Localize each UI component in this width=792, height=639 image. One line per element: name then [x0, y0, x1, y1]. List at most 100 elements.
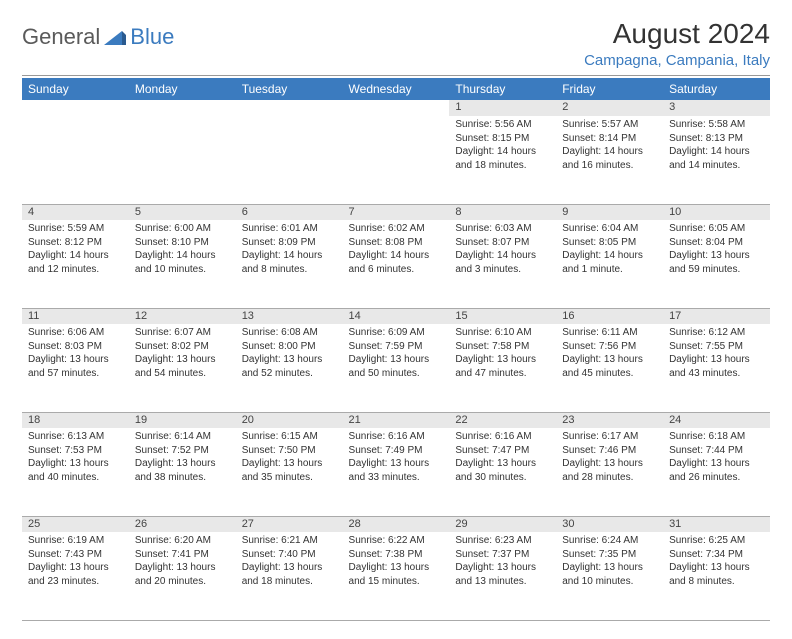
day-number-cell: 9	[556, 204, 663, 220]
weekday-header-row: Sunday Monday Tuesday Wednesday Thursday…	[22, 78, 770, 100]
weekday-header: Monday	[129, 78, 236, 100]
day-content-cell: Sunrise: 6:01 AMSunset: 8:09 PMDaylight:…	[236, 220, 343, 308]
day-number-cell: 16	[556, 308, 663, 324]
day-number-cell: 24	[663, 412, 770, 428]
day-content-cell: Sunrise: 6:05 AMSunset: 8:04 PMDaylight:…	[663, 220, 770, 308]
day-content-cell: Sunrise: 6:15 AMSunset: 7:50 PMDaylight:…	[236, 428, 343, 516]
day-content-row: Sunrise: 6:06 AMSunset: 8:03 PMDaylight:…	[22, 324, 770, 412]
day-details: Sunrise: 6:01 AMSunset: 8:09 PMDaylight:…	[236, 220, 343, 280]
day-details: Sunrise: 6:06 AMSunset: 8:03 PMDaylight:…	[22, 324, 129, 384]
day-number-cell: 30	[556, 516, 663, 532]
day-content-cell: Sunrise: 6:07 AMSunset: 8:02 PMDaylight:…	[129, 324, 236, 412]
day-content-cell: Sunrise: 6:25 AMSunset: 7:34 PMDaylight:…	[663, 532, 770, 620]
day-content-cell	[236, 116, 343, 204]
header-divider	[22, 75, 770, 76]
day-details: Sunrise: 6:09 AMSunset: 7:59 PMDaylight:…	[343, 324, 450, 384]
day-details: Sunrise: 6:23 AMSunset: 7:37 PMDaylight:…	[449, 532, 556, 592]
header: General Blue August 2024 Campagna, Campa…	[22, 18, 770, 69]
weekday-header: Saturday	[663, 78, 770, 100]
day-number-cell: 12	[129, 308, 236, 324]
logo-text-general: General	[22, 24, 100, 50]
day-content-cell: Sunrise: 6:03 AMSunset: 8:07 PMDaylight:…	[449, 220, 556, 308]
day-content-cell: Sunrise: 6:02 AMSunset: 8:08 PMDaylight:…	[343, 220, 450, 308]
day-content-cell: Sunrise: 6:10 AMSunset: 7:58 PMDaylight:…	[449, 324, 556, 412]
day-details: Sunrise: 6:11 AMSunset: 7:56 PMDaylight:…	[556, 324, 663, 384]
weekday-header: Thursday	[449, 78, 556, 100]
day-number-cell: 2	[556, 100, 663, 116]
day-number-cell: 28	[343, 516, 450, 532]
day-number-row: 18192021222324	[22, 412, 770, 428]
month-title: August 2024	[584, 18, 770, 50]
weekday-header: Wednesday	[343, 78, 450, 100]
day-content-cell: Sunrise: 6:16 AMSunset: 7:47 PMDaylight:…	[449, 428, 556, 516]
title-block: August 2024 Campagna, Campania, Italy	[584, 18, 770, 69]
day-number-cell: 15	[449, 308, 556, 324]
day-content-cell: Sunrise: 6:16 AMSunset: 7:49 PMDaylight:…	[343, 428, 450, 516]
day-content-cell: Sunrise: 6:24 AMSunset: 7:35 PMDaylight:…	[556, 532, 663, 620]
day-content-cell: Sunrise: 6:08 AMSunset: 8:00 PMDaylight:…	[236, 324, 343, 412]
day-number-cell: 8	[449, 204, 556, 220]
day-number-cell: 20	[236, 412, 343, 428]
logo-text-blue: Blue	[130, 24, 174, 50]
day-content-cell: Sunrise: 6:04 AMSunset: 8:05 PMDaylight:…	[556, 220, 663, 308]
day-number-cell: 19	[129, 412, 236, 428]
day-content-cell: Sunrise: 6:11 AMSunset: 7:56 PMDaylight:…	[556, 324, 663, 412]
day-details: Sunrise: 6:08 AMSunset: 8:00 PMDaylight:…	[236, 324, 343, 384]
day-number-cell: 22	[449, 412, 556, 428]
day-number-row: 25262728293031	[22, 516, 770, 532]
day-content-row: Sunrise: 5:59 AMSunset: 8:12 PMDaylight:…	[22, 220, 770, 308]
day-number-cell: 13	[236, 308, 343, 324]
day-content-cell: Sunrise: 6:18 AMSunset: 7:44 PMDaylight:…	[663, 428, 770, 516]
day-details: Sunrise: 5:59 AMSunset: 8:12 PMDaylight:…	[22, 220, 129, 280]
day-number-row: 11121314151617	[22, 308, 770, 324]
day-content-cell: Sunrise: 6:14 AMSunset: 7:52 PMDaylight:…	[129, 428, 236, 516]
day-number-cell: 29	[449, 516, 556, 532]
day-content-row: Sunrise: 5:56 AMSunset: 8:15 PMDaylight:…	[22, 116, 770, 204]
logo: General Blue	[22, 24, 174, 50]
day-number-cell: 1	[449, 100, 556, 116]
day-number-cell: 25	[22, 516, 129, 532]
day-content-cell: Sunrise: 5:59 AMSunset: 8:12 PMDaylight:…	[22, 220, 129, 308]
weekday-header: Sunday	[22, 78, 129, 100]
day-number-cell: 10	[663, 204, 770, 220]
day-details: Sunrise: 5:56 AMSunset: 8:15 PMDaylight:…	[449, 116, 556, 176]
day-content-cell: Sunrise: 6:12 AMSunset: 7:55 PMDaylight:…	[663, 324, 770, 412]
day-details: Sunrise: 5:57 AMSunset: 8:14 PMDaylight:…	[556, 116, 663, 176]
day-number-cell: 11	[22, 308, 129, 324]
day-number-row: 45678910	[22, 204, 770, 220]
day-number-cell: 14	[343, 308, 450, 324]
day-details: Sunrise: 6:17 AMSunset: 7:46 PMDaylight:…	[556, 428, 663, 488]
day-number-cell: 17	[663, 308, 770, 324]
day-content-cell: Sunrise: 6:22 AMSunset: 7:38 PMDaylight:…	[343, 532, 450, 620]
day-details: Sunrise: 6:21 AMSunset: 7:40 PMDaylight:…	[236, 532, 343, 592]
day-details: Sunrise: 6:24 AMSunset: 7:35 PMDaylight:…	[556, 532, 663, 592]
day-details: Sunrise: 6:19 AMSunset: 7:43 PMDaylight:…	[22, 532, 129, 592]
day-content-cell: Sunrise: 6:13 AMSunset: 7:53 PMDaylight:…	[22, 428, 129, 516]
day-content-cell	[129, 116, 236, 204]
day-number-cell: 7	[343, 204, 450, 220]
day-details: Sunrise: 6:00 AMSunset: 8:10 PMDaylight:…	[129, 220, 236, 280]
day-details: Sunrise: 6:16 AMSunset: 7:47 PMDaylight:…	[449, 428, 556, 488]
day-details: Sunrise: 6:14 AMSunset: 7:52 PMDaylight:…	[129, 428, 236, 488]
day-details: Sunrise: 6:03 AMSunset: 8:07 PMDaylight:…	[449, 220, 556, 280]
day-content-cell: Sunrise: 6:19 AMSunset: 7:43 PMDaylight:…	[22, 532, 129, 620]
day-number-cell: 6	[236, 204, 343, 220]
day-number-cell: 26	[129, 516, 236, 532]
day-number-cell	[129, 100, 236, 116]
weekday-header: Friday	[556, 78, 663, 100]
day-details: Sunrise: 6:10 AMSunset: 7:58 PMDaylight:…	[449, 324, 556, 384]
day-number-cell: 5	[129, 204, 236, 220]
day-content-cell: Sunrise: 5:57 AMSunset: 8:14 PMDaylight:…	[556, 116, 663, 204]
day-content-cell: Sunrise: 5:58 AMSunset: 8:13 PMDaylight:…	[663, 116, 770, 204]
day-number-cell: 3	[663, 100, 770, 116]
day-details: Sunrise: 6:07 AMSunset: 8:02 PMDaylight:…	[129, 324, 236, 384]
day-details: Sunrise: 6:04 AMSunset: 8:05 PMDaylight:…	[556, 220, 663, 280]
day-details: Sunrise: 6:25 AMSunset: 7:34 PMDaylight:…	[663, 532, 770, 592]
logo-triangle-icon	[104, 29, 126, 45]
calendar-page: General Blue August 2024 Campagna, Campa…	[0, 0, 792, 639]
day-content-cell	[343, 116, 450, 204]
day-content-cell: Sunrise: 5:56 AMSunset: 8:15 PMDaylight:…	[449, 116, 556, 204]
day-details: Sunrise: 6:15 AMSunset: 7:50 PMDaylight:…	[236, 428, 343, 488]
day-number-cell: 27	[236, 516, 343, 532]
day-details: Sunrise: 6:20 AMSunset: 7:41 PMDaylight:…	[129, 532, 236, 592]
